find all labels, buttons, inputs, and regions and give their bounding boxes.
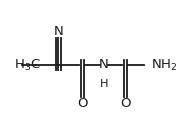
Text: O: O: [120, 97, 130, 110]
Text: NH$_2$: NH$_2$: [151, 57, 177, 73]
Text: N: N: [99, 58, 109, 72]
Text: O: O: [77, 97, 88, 110]
Text: H: H: [100, 79, 108, 89]
Text: N: N: [53, 25, 63, 38]
Text: H$_3$C: H$_3$C: [14, 57, 41, 73]
